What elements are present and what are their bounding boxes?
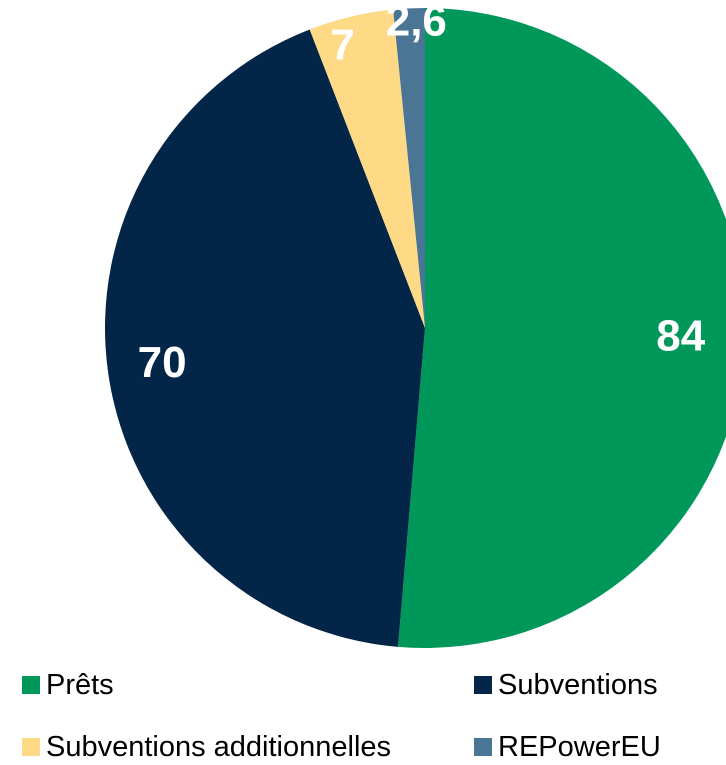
pie-slice-prets	[397, 8, 726, 648]
data-label-repowereu: 2,6	[386, 0, 447, 46]
data-label-subventions-additionnelles: 7	[330, 20, 354, 69]
pie-slices	[105, 8, 726, 648]
pie-slice-repowereu	[393, 8, 425, 328]
pie-data-labels: 84 70 7 2,6	[138, 0, 706, 387]
pie-slice-subventions-additionnelles	[309, 9, 425, 329]
data-label-subventions: 70	[138, 338, 187, 387]
pie-slice-subventions	[105, 29, 425, 647]
data-label-prets: 84	[656, 311, 705, 360]
